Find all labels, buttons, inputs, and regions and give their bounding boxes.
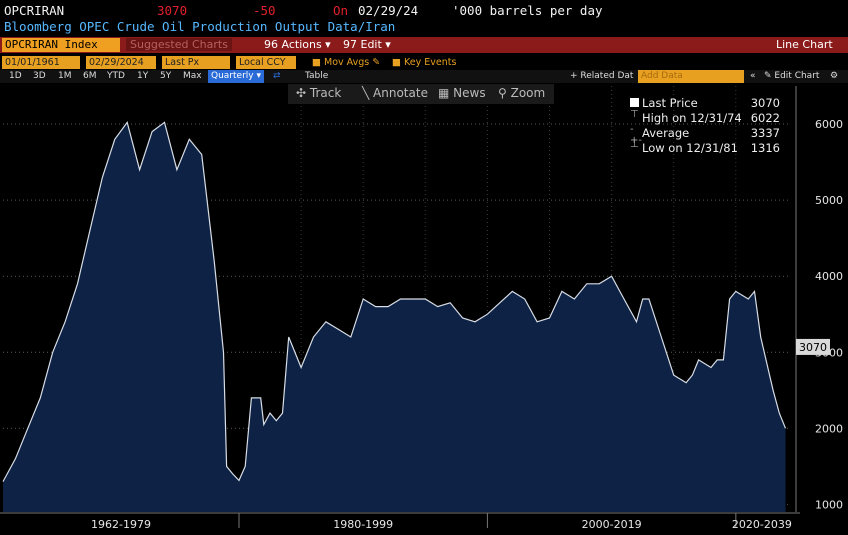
chart-mode-icon[interactable]: ⇄ — [273, 71, 281, 81]
field-select[interactable]: Last Px — [162, 56, 230, 69]
annotate-button[interactable]: ╲ Annotate — [362, 86, 428, 100]
x-group-label: 1980-1999 — [333, 518, 393, 531]
period-ytd[interactable]: YTD — [107, 71, 125, 81]
low-marker-icon: ⊥ — [630, 139, 639, 150]
average-marker-icon: -+- — [630, 124, 642, 146]
x-group-label: 2020-2039 — [732, 518, 792, 531]
last-value: 3070 — [157, 3, 188, 18]
period-1m[interactable]: 1M — [58, 71, 72, 81]
y-tick-label: 2000 — [815, 422, 843, 435]
annotate-label: Annotate — [373, 86, 428, 100]
last-price-swatch — [630, 98, 639, 107]
params-bar: 01/01/1961 02/29/2024 Last Px Local CCY … — [0, 56, 848, 69]
zoom-label: Zoom — [510, 86, 546, 100]
y-tick-label: 5000 — [815, 194, 843, 207]
actions-menu[interactable]: 96 Actions ▾ — [264, 38, 331, 51]
related-data-button[interactable]: + Related Dat — [570, 71, 634, 81]
edit-chart-button[interactable]: ✎ Edit Chart — [764, 71, 820, 81]
chart-tools: ✣ Track ╲ Annotate ▦ News ⚲ Zoom — [288, 84, 554, 104]
mov-avgs-toggle[interactable]: ■ Mov Avgs ✎ — [312, 57, 381, 68]
related-data-label: Related Dat — [580, 71, 634, 81]
legend-high-value: 6022 — [750, 111, 780, 125]
track-label: Track — [309, 86, 342, 100]
description: Bloomberg OPEC Crude Oil Production Outp… — [4, 19, 396, 34]
collapse-icon[interactable]: « — [750, 71, 756, 81]
news-button[interactable]: ▦ News — [438, 86, 486, 100]
change-value: -50 — [253, 3, 276, 18]
legend: Last Price 3070 ⊤ High on 12/31/74 6022 … — [628, 92, 786, 160]
high-marker-icon: ⊤ — [630, 109, 639, 120]
period-3d[interactable]: 3D — [33, 71, 46, 81]
add-data-input[interactable]: Add Data — [638, 70, 744, 83]
period-1d[interactable]: 1D — [9, 71, 22, 81]
x-group-label: 1962-1979 — [91, 518, 151, 531]
key-events-label: Key Events — [404, 57, 457, 68]
suggested-charts-label: Suggested Charts — [130, 38, 228, 51]
period-5y[interactable]: 5Y — [160, 71, 172, 81]
legend-avg-value: 3337 — [750, 126, 780, 140]
zoom-button[interactable]: ⚲ Zoom — [498, 86, 546, 100]
legend-high-label: High on 12/31/74 — [642, 111, 742, 125]
edit-menu[interactable]: 97 Edit ▾ — [343, 38, 391, 51]
x-group-label: 2000-2019 — [582, 518, 642, 531]
on-label: On — [333, 3, 349, 18]
legend-last-value: 3070 — [750, 96, 780, 110]
actions-icon: 96 — [264, 38, 282, 51]
date-label: 02/29/24 — [358, 3, 419, 18]
legend-average: -+- Average 3337 — [628, 124, 786, 146]
edit-label: Edit — [360, 38, 382, 51]
period-bar: 1D 3D 1M 6M YTD 1Y 5Y Max Quarterly ▾ ⇄ … — [0, 70, 848, 83]
period-6m[interactable]: 6M — [83, 71, 97, 81]
edit-chart-label: Edit Chart — [774, 71, 820, 81]
y-tick-label: 4000 — [815, 270, 843, 283]
y-tick-label: 1000 — [815, 498, 843, 511]
start-date-field[interactable]: 01/01/1961 — [2, 56, 80, 69]
legend-low-value: 1316 — [750, 141, 780, 155]
period-1y[interactable]: 1Y — [137, 71, 149, 81]
period-max[interactable]: Max — [183, 71, 202, 81]
suggested-charts-button[interactable]: Suggested Charts — [126, 38, 232, 51]
currency-select[interactable]: Local CCY — [236, 56, 296, 69]
legend-last-label: Last Price — [642, 96, 698, 110]
last-value-tag-label: 3070 — [799, 341, 827, 354]
y-tick-label: 6000 — [815, 118, 843, 131]
actions-label: Actions — [281, 38, 322, 51]
series-area — [3, 122, 786, 513]
frequency-label: Quarterly — [211, 71, 254, 81]
legend-low-label: Low on 12/31/81 — [642, 141, 738, 155]
legend-low: ⊥ Low on 12/31/81 1316 — [628, 139, 786, 157]
track-button[interactable]: ✣ Track — [296, 86, 342, 100]
settings-icon[interactable]: ⚙ — [830, 71, 839, 81]
last-value-tag — [796, 338, 830, 355]
legend-avg-label: Average — [642, 126, 690, 140]
security-field[interactable]: OPCRIRAN Index — [2, 38, 120, 52]
news-label: News — [453, 86, 486, 100]
legend-last-price: Last Price 3070 — [628, 96, 786, 112]
key-events-toggle[interactable]: ■ Key Events — [392, 57, 457, 68]
units-label: '000 barrels per day — [452, 3, 603, 18]
legend-high: ⊤ High on 12/31/74 6022 — [628, 109, 786, 127]
series-line — [2, 121, 787, 482]
title-bar: OPCRIRAN 3070 -50 On 02/29/24 '000 barre… — [0, 2, 848, 20]
security-toolbar: OPCRIRAN Index Suggested Charts 96 Actio… — [0, 37, 848, 53]
edit-icon: 97 — [343, 38, 361, 51]
table-button[interactable]: Table — [305, 71, 329, 81]
ticker-label: OPCRIRAN — [4, 3, 65, 18]
mov-avgs-label: Mov Avgs — [324, 57, 370, 68]
frequency-select[interactable]: Quarterly ▾ — [208, 70, 264, 83]
chart-type-label[interactable]: Line Chart — [776, 38, 833, 51]
end-date-field[interactable]: 02/29/2024 — [86, 56, 156, 69]
